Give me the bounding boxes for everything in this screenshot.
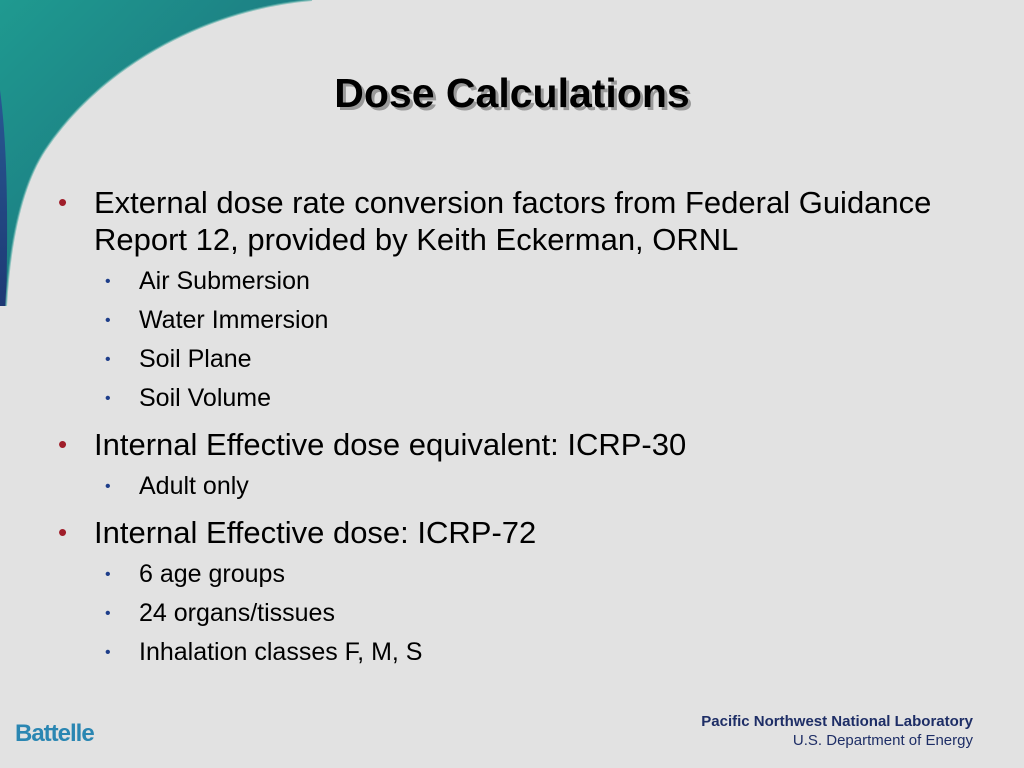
- sub-bullet-item: • Air Submersion: [58, 262, 998, 301]
- sub-bullet-text: 24 organs/tissues: [139, 599, 335, 627]
- sub-bullet-item: • Water Immersion: [58, 301, 998, 340]
- sub-bullet-dot-icon: •: [105, 390, 111, 407]
- sub-bullet-item: • Adult only: [58, 467, 998, 506]
- sub-bullet-dot-icon: •: [105, 312, 111, 329]
- bullet-item: • External dose rate conversion factors …: [58, 184, 998, 258]
- sub-bullet-text: Soil Plane: [139, 345, 252, 373]
- sub-bullet-dot-icon: •: [105, 478, 111, 495]
- sub-bullet-item: • 6 age groups: [58, 555, 998, 594]
- lab-name: Pacific Northwest National Laboratory: [701, 713, 973, 730]
- department-name: U.S. Department of Energy: [792, 732, 973, 749]
- sub-bullet-dot-icon: •: [105, 351, 111, 368]
- bullet-dot-icon: •: [58, 517, 68, 547]
- sub-bullet-dot-icon: •: [105, 605, 111, 622]
- bullet-list: • External dose rate conversion factors …: [58, 184, 998, 672]
- sub-bullet-text: Air Submersion: [139, 267, 310, 295]
- sub-bullet-item: • Inhalation classes F, M, S: [58, 633, 998, 672]
- sub-bullet-dot-icon: •: [105, 566, 111, 583]
- bullet-dot-icon: •: [58, 187, 68, 217]
- sub-bullet-item: • Soil Volume: [58, 379, 998, 418]
- bullet-dot-icon: •: [58, 429, 68, 459]
- sub-bullet-text: Soil Volume: [139, 384, 272, 412]
- lab-logo: Pacific Northwest National Laboratory U.…: [701, 712, 973, 750]
- sub-bullet-dot-icon: •: [105, 644, 111, 661]
- bullet-text: External dose rate conversion factors fr…: [94, 185, 932, 257]
- bullet-text: Internal Effective dose equivalent: ICRP…: [94, 427, 687, 462]
- sub-bullet-item: • 24 organs/tissues: [58, 594, 998, 633]
- bullet-text: Internal Effective dose: ICRP-72: [94, 515, 537, 550]
- battelle-logo: Battelle: [15, 720, 95, 747]
- sub-bullet-text: 6 age groups: [139, 560, 285, 588]
- sub-bullet-text: Water Immersion: [139, 306, 329, 334]
- sub-bullet-item: • Soil Plane: [58, 340, 998, 379]
- sub-bullet-text: Inhalation classes F, M, S: [139, 638, 423, 666]
- slide-title: Dose Calculations: [334, 70, 690, 116]
- sub-bullet-text: Adult only: [139, 472, 249, 500]
- sub-bullet-dot-icon: •: [105, 273, 111, 290]
- bullet-item: • Internal Effective dose equivalent: IC…: [58, 426, 998, 463]
- corner-swoosh-graphic: [0, 0, 313, 307]
- bullet-item: • Internal Effective dose: ICRP-72: [58, 514, 998, 551]
